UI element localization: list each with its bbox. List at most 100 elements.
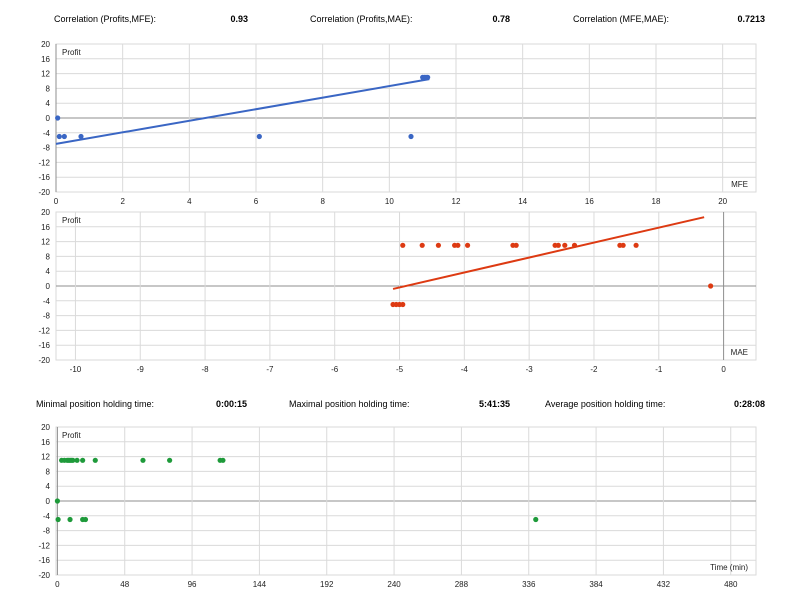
data-point (513, 242, 519, 248)
x-tick-label: -10 (70, 365, 82, 374)
x-tick-label: 2 (120, 197, 125, 206)
y-tick-label: 12 (41, 70, 50, 79)
y-tick-label: -4 (43, 297, 51, 306)
x-tick-label: 384 (589, 580, 603, 589)
x-tick-label: 0 (55, 580, 60, 589)
x-tick-label: 18 (652, 197, 661, 206)
x-tick-label: -3 (526, 365, 534, 374)
data-point (220, 457, 226, 463)
data-point (633, 242, 639, 248)
stat-value-min-holding: 0:00:15 (215, 399, 247, 409)
data-point (78, 133, 84, 140)
y-tick-label: 8 (46, 467, 51, 476)
x-tick-label: 336 (522, 580, 536, 589)
x-tick-label: -4 (461, 365, 469, 374)
y-tick-label: -16 (38, 173, 50, 182)
stat-value-mfe-mae: 0.7213 (737, 14, 765, 24)
x-tick-label: 8 (320, 197, 325, 206)
data-point (54, 498, 61, 504)
y-tick-label: -20 (38, 571, 50, 580)
x-tick-label: -1 (655, 365, 663, 374)
x-tick-label: 240 (387, 580, 401, 589)
data-point (555, 242, 561, 248)
x-tick-label: 0 (721, 365, 726, 374)
x-tick-label: 0 (54, 197, 59, 206)
y-tick-label: -20 (38, 356, 50, 365)
data-point (562, 242, 568, 248)
data-point (61, 133, 67, 140)
x-tick-label: 144 (253, 580, 267, 589)
x-axis-label: MFE (731, 180, 748, 189)
y-tick-label: -4 (43, 129, 51, 138)
y-tick-label: 20 (41, 208, 50, 217)
y-tick-label: -8 (43, 312, 51, 321)
x-tick-label: 6 (254, 197, 259, 206)
data-point (435, 242, 442, 248)
data-point (571, 242, 578, 248)
y-tick-label: -12 (38, 158, 50, 167)
x-tick-label: 20 (718, 197, 727, 206)
y-tick-label: 4 (46, 267, 51, 276)
trend-line (55, 78, 430, 145)
y-tick-label: -8 (43, 527, 51, 536)
data-point (82, 516, 89, 523)
data-point (256, 133, 262, 140)
x-tick-label: -9 (137, 365, 145, 374)
data-point (400, 301, 406, 308)
stat-value-profit-mae: 0.78 (492, 14, 510, 24)
y-tick-label: -20 (38, 188, 50, 197)
x-tick-label: 192 (320, 580, 334, 589)
data-point (455, 242, 461, 248)
x-tick-label: 12 (452, 197, 461, 206)
x-axis-label: MAE (731, 348, 748, 357)
data-point (67, 516, 73, 523)
y-axis-label: Profit (62, 216, 81, 225)
data-point (92, 457, 98, 463)
data-point (80, 457, 86, 463)
holding-time-stats-row: Minimal position holding time: 0:00:15 M… (0, 396, 794, 414)
y-tick-label: -16 (38, 341, 50, 350)
data-point (140, 457, 146, 463)
y-tick-label: 12 (41, 238, 50, 247)
x-tick-label: 432 (657, 580, 671, 589)
data-point (533, 516, 539, 523)
x-tick-label: -8 (202, 365, 210, 374)
x-tick-label: -5 (396, 365, 404, 374)
data-point (70, 457, 76, 463)
data-point (419, 242, 425, 248)
x-tick-label: 10 (385, 197, 394, 206)
y-tick-label: -4 (43, 512, 51, 521)
stat-label-profit-mfe: Correlation (Profits,MFE): (54, 14, 157, 24)
y-axis-label: Profit (62, 431, 81, 440)
y-tick-label: -16 (38, 556, 50, 565)
y-axis-label: Profit (62, 48, 81, 57)
x-tick-label: -7 (266, 365, 274, 374)
y-tick-label: 0 (46, 497, 51, 506)
stat-value-max-holding: 5:41:35 (478, 399, 510, 409)
stat-value-avg-holding: 0:28:08 (733, 399, 765, 409)
x-axis-label: Time (min) (710, 563, 748, 572)
data-point (464, 242, 471, 248)
data-point (425, 74, 431, 80)
stat-value-profit-mfe: 0.93 (230, 14, 248, 24)
x-tick-label: 480 (724, 580, 738, 589)
y-tick-label: 20 (41, 40, 50, 49)
y-tick-label: -8 (43, 144, 51, 153)
y-tick-label: 12 (41, 453, 50, 462)
data-point (74, 457, 80, 463)
y-tick-label: 0 (46, 282, 51, 291)
data-point (408, 133, 414, 140)
trend-line (392, 216, 705, 290)
profit-vs-time-chart: 20 16 12 8 4 0 -4 -8 -12 -16 -20 0 48 96 144 192 240 288 3… (38, 423, 757, 589)
y-tick-label: 0 (46, 114, 51, 123)
data-point (400, 242, 406, 248)
x-tick-label: 96 (188, 580, 197, 589)
y-tick-label: 16 (41, 55, 50, 64)
profit-vs-mfe-chart: 20 16 12 8 4 0 -4 -8 -12 -16 -20 0 2 4 6 8 10 12 14 16 18 20 P… (38, 40, 757, 206)
x-tick-label: 14 (518, 197, 527, 206)
y-tick-label: 8 (46, 252, 51, 261)
y-tick-label: 16 (41, 223, 50, 232)
x-tick-label: 4 (187, 197, 192, 206)
x-tick-label: 288 (455, 580, 469, 589)
